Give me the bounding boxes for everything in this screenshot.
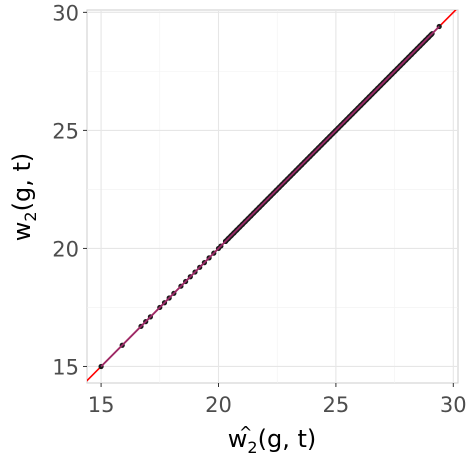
y-axis-title-args: (g, t) (8, 153, 36, 212)
x-tick-label-3: 30 (440, 393, 467, 417)
y-axis-title-subscript: 2 (21, 211, 40, 221)
y-tick-label-3: 30 (52, 1, 79, 25)
y-tick-label-0: 15 (52, 355, 79, 379)
x-tick-label-1: 20 (205, 393, 232, 417)
x-axis-title-hat: ^ (239, 423, 252, 442)
y-axis-ticks: 15 20 25 30 (52, 1, 87, 379)
fitted-line (100, 25, 440, 368)
y-axis-title: w2(g, t) (8, 153, 40, 241)
x-axis-title-subscript: 2 (247, 438, 257, 457)
x-axis-title: w2(g, t) (228, 425, 316, 457)
x-tick-label-2: 25 (323, 393, 350, 417)
trend-line (100, 25, 440, 368)
x-axis-title-args: (g, t) (258, 425, 317, 453)
x-tick-label-0: 15 (88, 393, 115, 417)
x-axis-title-main: w (228, 425, 248, 453)
x-axis-ticks: 15 20 25 30 (88, 383, 467, 417)
y-tick-label-1: 20 (52, 237, 79, 261)
y-tick-label-2: 25 (52, 119, 79, 143)
y-axis-title-main: w (8, 222, 36, 242)
